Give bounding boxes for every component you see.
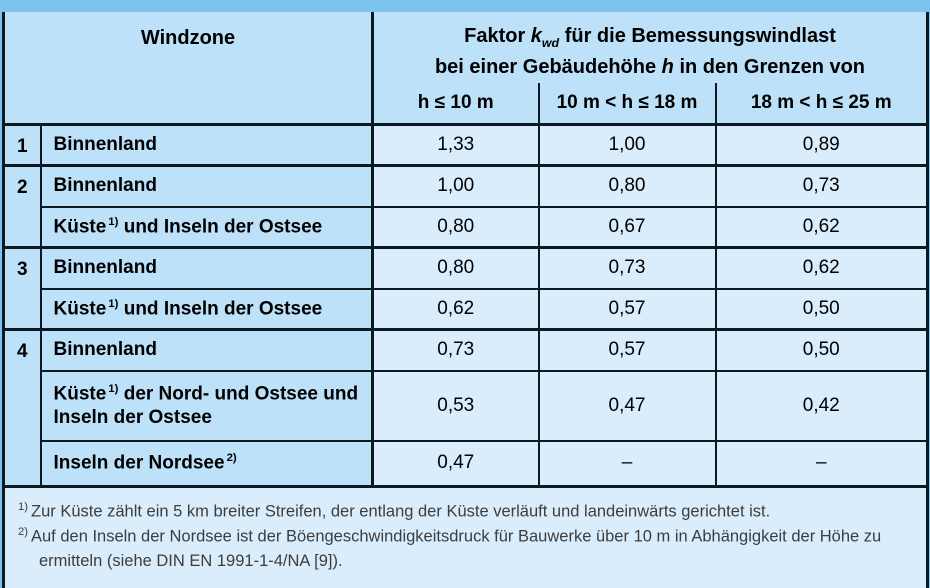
- region-cell: Küste 1) und Inseln der Ostsee: [39, 287, 374, 331]
- header-row-2: h ≤ 10 m 10 m < h ≤ 18 m 18 m < h ≤ 25 m: [4, 83, 929, 126]
- region-cell: Binnenland: [39, 123, 374, 167]
- table-row: Küste 1) und Inseln der Ostsee 0,80 0,67 …: [4, 205, 929, 249]
- table-row: Küste 1) der Nord- und Ostsee und Inseln …: [4, 369, 929, 442]
- value-cell: 0,67: [537, 205, 717, 249]
- value-cell: 0,89: [714, 123, 929, 167]
- zone-cell: 3: [2, 246, 42, 331]
- value-cell: –: [714, 439, 929, 488]
- value-cell: 0,53: [371, 369, 540, 442]
- region-label: Inseln der Nordsee: [53, 452, 225, 474]
- region-label-cont: und Inseln der Ostsee: [118, 216, 323, 238]
- value-cell: 0,42: [714, 369, 929, 442]
- faktor-header-line2: bei einer Gebäudehöhe h in den Grenzen v…: [374, 55, 926, 80]
- footnote-marker: 1): [18, 501, 28, 513]
- region-label: Küste: [53, 298, 107, 320]
- region-cell: Inseln der Nordsee 2): [39, 439, 374, 488]
- footnote-text: Zur Küste zählt ein 5 km breiter Streife…: [30, 502, 771, 521]
- zone-cell: 4: [2, 328, 42, 488]
- region-label: Binnenland: [53, 134, 157, 156]
- table-row: 3 Binnenland 0,80 0,73 0,62: [2, 246, 929, 331]
- footnote-ref: 1): [108, 297, 119, 310]
- table-row: 2 Binnenland 1,00 0,80 0,73: [2, 164, 929, 249]
- region-cell: Küste 1) der Nord- und Ostsee und Inseln …: [39, 369, 374, 442]
- col-header-10-18: 10 m < h ≤ 18 m: [537, 83, 717, 126]
- value-cell: 1,00: [537, 123, 717, 167]
- faktor-variable-h: h: [661, 55, 674, 78]
- col-header-h-le-10: h ≤ 10 m: [371, 83, 540, 126]
- value-cell: –: [537, 439, 717, 488]
- region-cell: Binnenland: [39, 164, 374, 208]
- col-header-18-25: 18 m < h ≤ 25 m: [714, 83, 929, 126]
- footnote-cell: 1) Zur Küste zählt ein 5 km breiter Strei…: [2, 485, 929, 588]
- value-cell: 0,50: [714, 328, 929, 372]
- zone-cell: 1: [2, 123, 42, 167]
- region-label-cont: der Nord- und Ostsee und Inseln der Osts…: [53, 382, 359, 428]
- table-row: Küste 1) und Inseln der Ostsee 0,62 0,57 …: [4, 287, 929, 331]
- value-cell: 0,80: [371, 205, 540, 249]
- value-cell: 0,73: [537, 246, 717, 290]
- col-header-windzone: Windzone: [2, 12, 374, 126]
- footnote-text: Auf den Inseln der Nordsee ist der Böeng…: [30, 527, 882, 570]
- value-cell: 1,33: [371, 123, 540, 167]
- footnote-ref: 1): [108, 382, 119, 395]
- zone-cell: 2: [2, 164, 42, 249]
- footnote-marker: 2): [18, 525, 28, 538]
- value-cell: 0,62: [714, 205, 929, 249]
- windzone-table: Windzone Faktor kwd für die Bemessungswi…: [2, 12, 929, 588]
- region-label: Küste: [53, 382, 107, 404]
- faktor-variable-k: k: [530, 25, 542, 47]
- value-cell: 0,50: [714, 287, 929, 331]
- footnote-1: 1) Zur Küste zählt ein 5 km breiter Strei…: [18, 499, 912, 524]
- value-cell: 0,57: [537, 328, 717, 372]
- faktor-line2-pre: bei einer Gebäudehöhe: [434, 55, 662, 78]
- faktor-header-line1: Faktor kwd für die Bemessungswindlast: [374, 24, 926, 52]
- value-cell: 0,73: [714, 164, 929, 208]
- region-cell: Binnenland: [39, 246, 374, 290]
- region-label: Binnenland: [53, 257, 157, 279]
- faktor-text-post: für die Bemessungswindlast: [559, 25, 836, 47]
- value-cell: 0,80: [371, 246, 540, 290]
- region-label: Binnenland: [53, 175, 157, 197]
- faktor-subscript-wd: wd: [541, 36, 560, 50]
- footnote-ref: 2): [226, 452, 237, 465]
- value-cell: 0,62: [371, 287, 540, 331]
- table-row: Inseln der Nordsee 2) 0,47 – –: [4, 439, 929, 488]
- footnote-ref: 1): [108, 215, 119, 228]
- table-row: 1 Binnenland 1,33 1,00 0,89: [2, 123, 929, 167]
- value-cell: 0,47: [537, 369, 717, 442]
- region-cell: Küste 1) und Inseln der Ostsee: [39, 205, 374, 249]
- value-cell: 0,62: [714, 246, 929, 290]
- value-cell: 0,47: [371, 439, 540, 488]
- value-cell: 0,73: [371, 328, 540, 372]
- region-label: Binnenland: [53, 339, 157, 361]
- table-row: 4 Binnenland 0,73 0,57 0,50: [2, 328, 929, 488]
- col-header-faktor: Faktor kwd für die Bemessungswindlast be…: [371, 12, 929, 83]
- footnote-row: 1) Zur Küste zählt ein 5 km breiter Strei…: [2, 485, 929, 588]
- region-label-cont: und Inseln der Ostsee: [118, 298, 323, 320]
- header-row-1: Windzone Faktor kwd für die Bemessungswi…: [2, 12, 929, 126]
- faktor-text-pre: Faktor: [464, 25, 531, 47]
- value-cell: 1,00: [371, 164, 540, 208]
- value-cell: 0,57: [537, 287, 717, 331]
- region-cell: Binnenland: [39, 328, 374, 372]
- region-label: Küste: [53, 216, 107, 238]
- faktor-line2-post: in den Grenzen von: [673, 55, 866, 78]
- value-cell: 0,80: [537, 164, 717, 208]
- footnote-2: 2) Auf den Inseln der Nordsee ist der Böe…: [18, 524, 912, 573]
